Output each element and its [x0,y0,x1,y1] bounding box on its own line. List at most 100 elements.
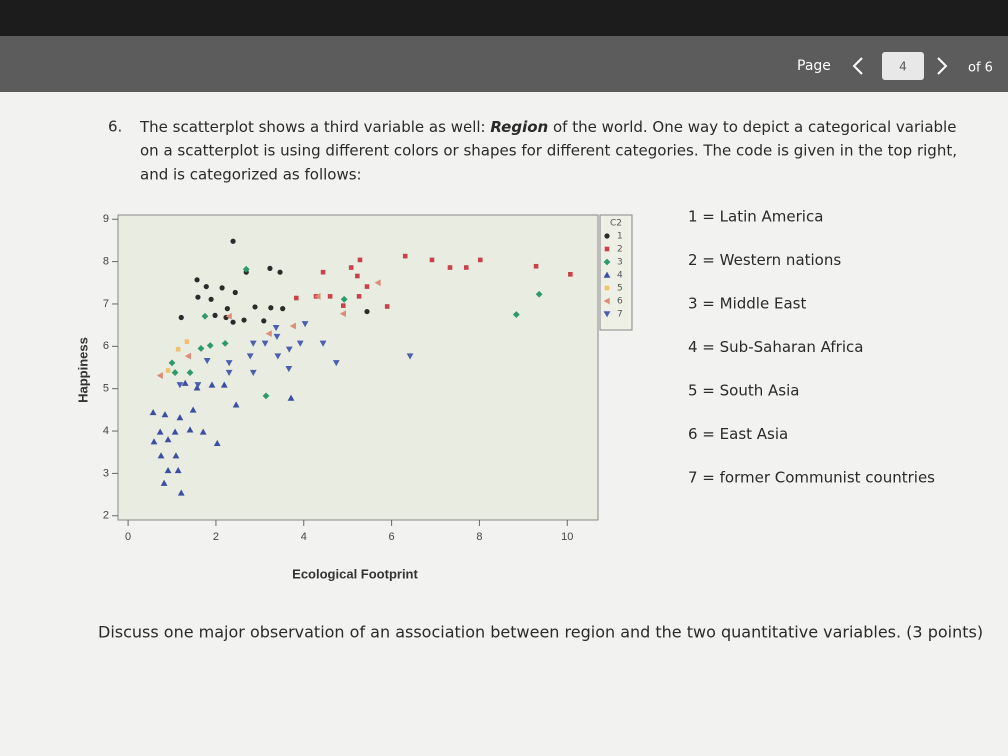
legend-label: 2 [617,245,623,255]
bezel [0,0,1008,36]
point [242,265,250,273]
point [355,273,360,279]
plot-area [117,214,599,521]
point [273,333,281,340]
region-code: 3 = Middle East [688,295,806,313]
point [272,324,280,332]
point [176,382,184,389]
point [261,318,267,324]
point [265,330,272,338]
point [249,340,257,347]
point [224,306,230,312]
point [149,409,157,416]
point [364,284,370,289]
region-code: 7 = former Communist countries [688,469,935,487]
page-label: Page [797,58,831,74]
point [168,359,176,367]
point [201,312,209,320]
point [406,353,414,360]
y-tick-label: 8 [103,256,109,268]
point [374,279,381,287]
point [203,283,209,290]
point [274,353,282,360]
point [225,369,233,376]
legend-title: C2 [610,219,622,229]
x-tick-label: 0 [125,531,131,543]
point [186,426,194,433]
x-tick-label: 6 [389,531,395,543]
legend-marker [603,297,610,305]
point [176,414,184,421]
point [164,467,172,474]
point [463,265,469,270]
region-code: 6 = East Asia [688,425,788,443]
point [348,265,354,270]
prev-page[interactable] [852,57,863,75]
point [184,352,191,360]
y-tick-label: 3 [103,467,109,479]
point [221,339,229,347]
next-page[interactable] [937,57,948,75]
point [293,295,299,301]
point [165,368,171,373]
text: of the world. One way to depict a catego… [548,118,956,136]
point [164,436,172,443]
emphasis: Region [490,118,548,136]
point [568,272,573,277]
point [174,467,182,474]
point [249,369,257,376]
point [232,289,238,296]
point [181,379,189,386]
point [197,345,205,352]
legend-label: 4 [617,271,623,281]
question-line: on a scatterplot is using different colo… [140,142,957,160]
y-tick-label: 5 [103,383,109,395]
point [332,360,340,367]
point [230,238,236,244]
region-code: 2 = Western nations [688,251,841,269]
point [157,452,165,459]
point [160,479,168,486]
legend-label: 7 [617,310,623,320]
point [429,257,435,263]
point [193,384,201,391]
point [156,372,163,379]
point [285,366,293,373]
point [280,306,286,312]
point [277,269,283,275]
point [219,285,225,291]
point [172,452,180,459]
y-tick-label: 6 [103,340,109,352]
point [252,304,258,310]
point [356,294,362,299]
region-code: 4 = Sub-Saharan Africa [688,338,863,356]
point [535,290,543,298]
region-codes: 1 = Latin America 2 = Western nations 3 = … [688,208,935,487]
point [314,292,321,300]
x-axis-label: Ecological Footprint [292,566,418,581]
legend-marker [603,311,611,318]
point [339,310,347,318]
page-input[interactable] [882,52,924,80]
point [364,308,370,315]
y-axis-label: Happiness [75,337,90,403]
point [189,406,197,413]
point [447,265,453,270]
point [384,304,390,309]
point [178,314,184,321]
point [512,311,520,318]
point [184,339,190,344]
point [287,394,295,401]
point [319,340,327,347]
point [203,358,211,365]
y-tick-label: 4 [103,425,109,437]
point [230,319,236,325]
question-number: 6. [108,118,122,136]
point [262,392,270,400]
x-tick-label: 2 [213,531,219,543]
y-tick-label: 7 [103,298,109,310]
point [199,428,207,435]
point [171,428,179,435]
prompt: Discuss one major observation of an asso… [98,623,983,642]
